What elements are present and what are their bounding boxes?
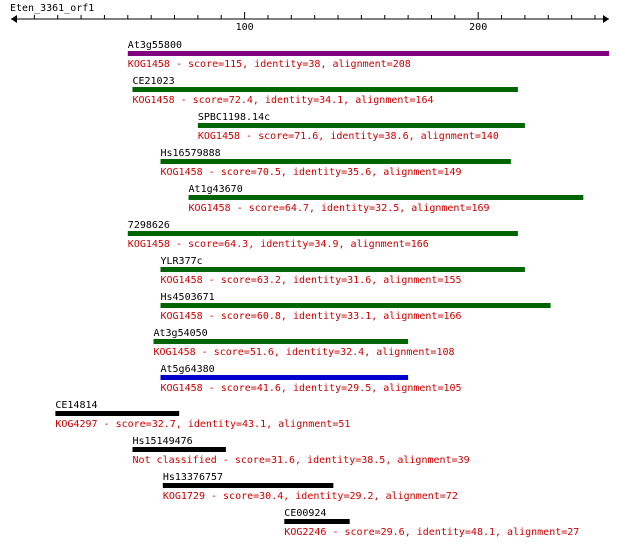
- hit-description[interactable]: KOG1458 - score=64.3, identity=34.9, ali…: [128, 239, 429, 250]
- hit-description[interactable]: KOG1458 - score=51.6, identity=32.4, ali…: [153, 347, 454, 358]
- hit-name[interactable]: At3g55800: [128, 40, 182, 51]
- hit-row[interactable]: At3g55800 KOG1458 - score=115, identity=3…: [127, 40, 609, 70]
- sequence-ruler: 100 200: [11, 12, 609, 33]
- hit-alignment-bar[interactable]: [153, 339, 409, 344]
- hit-name[interactable]: At1g43670: [189, 184, 243, 195]
- hit-description[interactable]: KOG1458 - score=41.6, identity=29.5, ali…: [161, 383, 462, 394]
- hit-description[interactable]: KOG4297 - score=32.7, identity=43.1, ali…: [55, 419, 350, 430]
- hit-description[interactable]: KOG1458 - score=115, identity=38, alignm…: [128, 59, 411, 70]
- hit-row[interactable]: At1g43670 KOG1458 - score=64.7, identity=…: [188, 184, 584, 214]
- hit-description[interactable]: KOG1458 - score=60.8, identity=33.1, ali…: [161, 311, 462, 322]
- hit-name[interactable]: CE00924: [284, 508, 326, 519]
- ruler-tick-label: 200: [469, 22, 487, 33]
- hit-name[interactable]: At3g54050: [153, 328, 207, 339]
- hit-alignment-bar[interactable]: [132, 447, 226, 452]
- hit-alignment-bar[interactable]: [55, 411, 180, 416]
- hit-alignment-bar[interactable]: [127, 51, 609, 56]
- hit-row[interactable]: 7298626 KOG1458 - score=64.3, identity=34…: [127, 220, 518, 250]
- hit-alignment-bar[interactable]: [160, 267, 525, 272]
- hit-description[interactable]: KOG2246 - score=29.6, identity=48.1, ali…: [284, 527, 579, 538]
- hit-row[interactable]: At5g64380 KOG1458 - score=41.6, identity=…: [160, 364, 462, 394]
- hit-name[interactable]: Hs15149476: [132, 436, 192, 447]
- ruler-left-arrow-icon: [11, 15, 17, 23]
- hit-row[interactable]: SPBC1198.14c KOG1458 - score=71.6, identi…: [197, 112, 525, 142]
- hit-row[interactable]: CE21023 KOG1458 - score=72.4, identity=34…: [132, 76, 518, 106]
- hit-alignment-bar[interactable]: [160, 375, 409, 380]
- hit-row[interactable]: At3g54050 KOG1458 - score=51.6, identity=…: [153, 328, 455, 358]
- hit-name[interactable]: Hs13376757: [163, 472, 223, 483]
- hit-name[interactable]: Hs4503671: [161, 292, 215, 303]
- hit-alignment-bar[interactable]: [197, 123, 525, 128]
- hit-description[interactable]: KOG1458 - score=72.4, identity=34.1, ali…: [132, 95, 433, 106]
- hit-row[interactable]: YLR377c KOG1458 - score=63.2, identity=31…: [160, 256, 525, 286]
- hit-name[interactable]: At5g64380: [161, 364, 215, 375]
- hit-name[interactable]: SPBC1198.14c: [198, 112, 270, 123]
- hit-name[interactable]: YLR377c: [161, 256, 203, 267]
- hit-description[interactable]: KOG1458 - score=64.7, identity=32.5, ali…: [189, 203, 490, 214]
- hit-name[interactable]: 7298626: [128, 220, 170, 231]
- hit-alignment-bar[interactable]: [132, 87, 518, 92]
- ruler-right-arrow-icon: [603, 15, 609, 23]
- hit-list: At3g55800 KOG1458 - score=115, identity=3…: [55, 40, 609, 538]
- hit-row[interactable]: CE14814 KOG4297 - score=32.7, identity=43…: [55, 400, 350, 430]
- hit-row[interactable]: Hs13376757 KOG1729 - score=30.4, identity…: [162, 472, 458, 502]
- hit-name[interactable]: CE14814: [55, 400, 97, 411]
- hit-description[interactable]: Not classified - score=31.6, identity=38…: [132, 455, 469, 466]
- hit-description[interactable]: KOG1458 - score=71.6, identity=38.6, ali…: [198, 131, 499, 142]
- hit-name[interactable]: Hs16579888: [161, 148, 221, 159]
- hit-alignment-bar[interactable]: [127, 231, 518, 236]
- query-name: Eten_3361_orf1: [10, 3, 94, 14]
- hit-description[interactable]: KOG1729 - score=30.4, identity=29.2, ali…: [163, 491, 458, 502]
- hit-row[interactable]: Hs16579888 KOG1458 - score=70.5, identity…: [160, 148, 511, 178]
- hit-alignment-bar[interactable]: [188, 195, 584, 200]
- hit-alignment-bar[interactable]: [162, 483, 334, 488]
- hit-alignment-bar[interactable]: [284, 519, 350, 524]
- hit-alignment-bar[interactable]: [160, 303, 551, 308]
- hit-description[interactable]: KOG1458 - score=63.2, identity=31.6, ali…: [161, 275, 462, 286]
- hit-alignment-bar[interactable]: [160, 159, 511, 164]
- hit-row[interactable]: Hs15149476 Not classified - score=31.6, i…: [132, 436, 470, 466]
- hit-row[interactable]: Hs4503671 KOG1458 - score=60.8, identity=…: [160, 292, 551, 322]
- hit-row[interactable]: CE00924 KOG2246 - score=29.6, identity=48…: [284, 508, 579, 538]
- ruler-tick-label: 100: [236, 22, 254, 33]
- hit-name[interactable]: CE21023: [132, 76, 174, 87]
- hit-description[interactable]: KOG1458 - score=70.5, identity=35.6, ali…: [161, 167, 462, 178]
